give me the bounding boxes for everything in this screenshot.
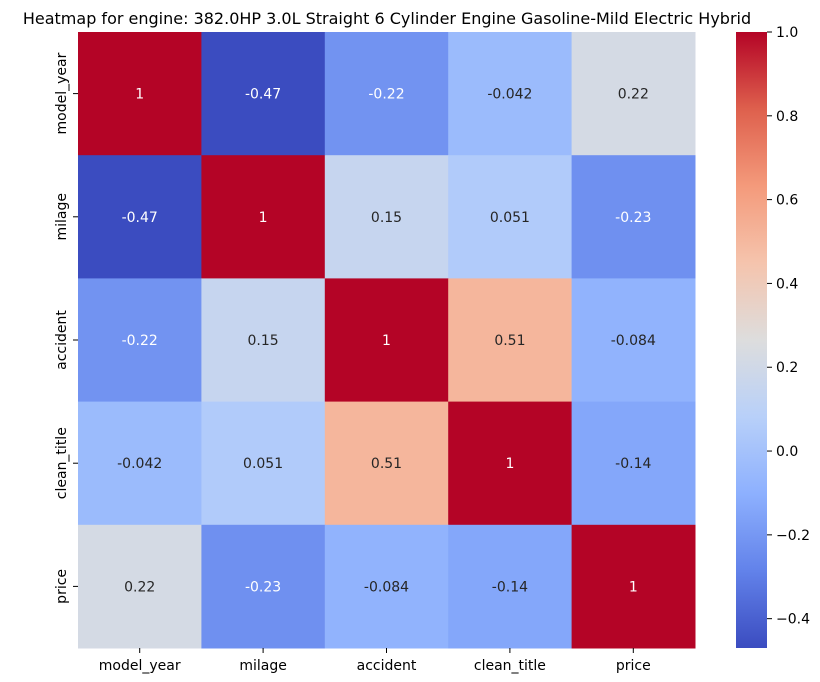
colorbar-tick-label: −0.2 <box>776 528 810 544</box>
cell-value-label: 0.051 <box>490 210 530 226</box>
y-tick-label: model_year <box>54 52 70 134</box>
y-tick-label: price <box>54 569 70 604</box>
x-tick-label: price <box>616 658 651 674</box>
cell-value-label: -0.042 <box>487 87 532 103</box>
heatmap-cell <box>571 32 696 156</box>
heatmap-cells: 1 -0.47 -0.22 -0.042 0.22 -0.47 1 0.15 0.051 -0.2… <box>78 32 696 649</box>
cell-value-label: 1 <box>135 87 144 103</box>
cell-value-label: 1 <box>382 333 391 349</box>
cell-value-label: -0.23 <box>615 210 651 226</box>
heatmap-cell <box>201 32 326 156</box>
cell-value-label: 0.22 <box>618 87 649 103</box>
heatmap-cell <box>448 155 573 279</box>
cell-value-label: -0.084 <box>364 579 409 595</box>
heatmap-cell <box>78 401 202 526</box>
heatmap-cell <box>201 155 326 279</box>
heatmap-cell <box>448 401 573 526</box>
heatmap-cell <box>78 524 202 649</box>
heatmap-cell <box>571 524 696 649</box>
x-tick-label: accident <box>357 658 417 674</box>
cell-value-label: -0.14 <box>492 579 528 595</box>
cell-value-label: 0.22 <box>124 579 155 595</box>
cell-value-label: 0.15 <box>371 210 402 226</box>
heatmap-cell <box>201 524 326 649</box>
cell-value-label: -0.14 <box>615 456 651 472</box>
heatmap-cell <box>78 155 202 279</box>
cell-value-label: 0.51 <box>494 333 525 349</box>
colorbar-gradient <box>736 32 767 648</box>
cell-value-label: -0.22 <box>122 333 158 349</box>
chart-title: Heatmap for engine: 382.0HP 3.0L Straigh… <box>23 9 751 28</box>
heatmap-cell <box>324 278 449 403</box>
heatmap-cell <box>78 32 202 156</box>
heatmap-cell <box>324 155 449 279</box>
heatmap-cell <box>448 524 573 649</box>
cell-value-label: 0.51 <box>371 456 402 472</box>
colorbar-tick-label: 0.2 <box>776 360 798 376</box>
heatmap-cell <box>324 401 449 526</box>
heatmap-cell <box>448 32 573 156</box>
heatmap-cell <box>201 401 326 526</box>
colorbar-tick-label: 0.0 <box>776 444 798 460</box>
cell-value-label: 1 <box>629 579 638 595</box>
colorbar-tick-label: 0.8 <box>776 109 798 125</box>
cell-value-label: -0.23 <box>245 579 281 595</box>
x-tick-label: model_year <box>99 658 181 674</box>
cell-value-label: 0.051 <box>243 456 283 472</box>
cell-value-label: 0.15 <box>248 333 279 349</box>
cell-value-label: -0.47 <box>245 87 281 103</box>
heatmap-cell <box>201 278 326 403</box>
x-axis-tick-labels: model_year milage accident clean_title price <box>99 648 651 674</box>
heatmap-cell <box>448 278 573 403</box>
cell-value-label: -0.47 <box>122 210 158 226</box>
x-tick-label: clean_title <box>474 658 546 674</box>
heatmap-cell <box>571 155 696 279</box>
y-tick-label: milage <box>54 193 70 241</box>
heatmap-cell <box>324 32 449 156</box>
cell-value-label: 1 <box>259 210 268 226</box>
colorbar-tick-label: −0.4 <box>776 612 810 628</box>
cell-value-label: -0.22 <box>368 87 404 103</box>
colorbar-tick-label: 0.6 <box>776 193 798 209</box>
colorbar-tick-label: 1.0 <box>776 25 798 41</box>
heatmap-cell <box>571 401 696 526</box>
heatmap-cell <box>324 524 449 649</box>
colorbar-tick-label: 0.4 <box>776 276 798 292</box>
x-tick-label: milage <box>239 658 287 674</box>
heatmap-cell <box>78 278 202 403</box>
cell-value-label: -0.042 <box>117 456 162 472</box>
y-tick-label: clean_title <box>54 427 70 499</box>
y-tick-label: accident <box>54 310 70 370</box>
colorbar: 1.0 0.8 0.6 0.4 0.2 0.0 −0.2 −0.4 <box>736 25 810 648</box>
cell-value-label: 1 <box>505 456 514 472</box>
heatmap-cell <box>571 278 696 403</box>
cell-value-label: -0.084 <box>611 333 656 349</box>
